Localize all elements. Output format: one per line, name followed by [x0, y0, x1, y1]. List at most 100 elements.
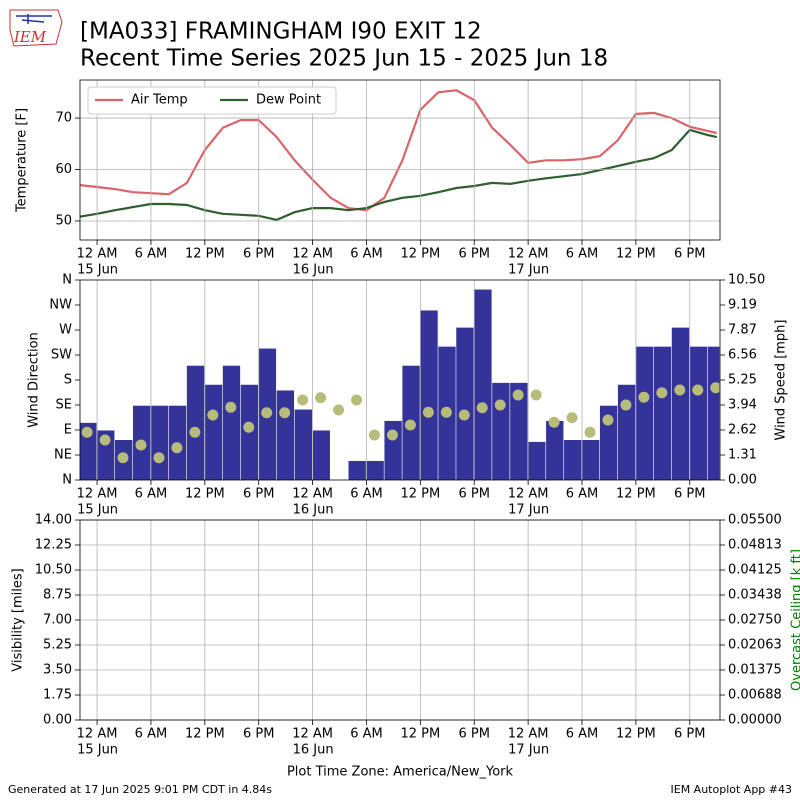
footer-generated: Generated at 17 Jun 2025 9:01 PM CDT in …	[8, 783, 272, 796]
y-tick-label: 10.50	[35, 563, 72, 578]
wind-direction-point	[81, 426, 93, 438]
wind-direction-point	[494, 399, 506, 411]
y2-tick-label: 5.25	[728, 373, 757, 388]
y-tick-label: 14.00	[35, 513, 72, 528]
wind-direction-point	[243, 421, 255, 433]
wind-speed-bar	[420, 310, 438, 480]
y-tick-label: 7.00	[43, 613, 72, 628]
wind-direction-point	[261, 407, 273, 419]
wind-speed-bar	[582, 440, 600, 480]
x-tick-label: 12 AM	[292, 487, 333, 502]
wind-speed-bar	[635, 346, 654, 480]
legend-label: Air Temp	[131, 93, 188, 108]
wind-speed-bar	[312, 430, 330, 480]
wind-speed-bar	[689, 346, 708, 480]
timezone-label: Plot Time Zone: America/New_York	[287, 765, 514, 780]
wind-speed-bar	[707, 346, 720, 480]
y-tick-label: 12.25	[35, 538, 72, 553]
x-tick-label: 12 AM	[77, 247, 118, 262]
y-tick-label: N	[62, 473, 72, 488]
x-tick-label: 12 AM	[292, 247, 333, 262]
wind-direction-point	[351, 394, 363, 406]
plot-area	[80, 289, 720, 480]
wind-speed-bar	[671, 327, 690, 480]
x-tick-label: 6 AM	[566, 247, 599, 262]
logo-text: IEM	[13, 28, 47, 46]
axes-frame	[79, 519, 721, 721]
wind-speed-bar	[80, 422, 97, 480]
y2-tick-label: 6.56	[728, 348, 757, 363]
x-tick-label: 12 AM	[292, 727, 333, 742]
x-tick-day-label: 15 Jun	[77, 263, 118, 278]
wind-direction-point	[602, 414, 614, 426]
y-tick-label: S	[64, 373, 72, 388]
x-tick-label: 6 PM	[674, 727, 705, 742]
wind-direction-point	[99, 434, 111, 446]
x-tick-day-label: 16 Jun	[293, 263, 334, 278]
wind-direction-point	[620, 399, 632, 411]
y-axis-label: Temperature [F]	[15, 108, 30, 213]
plot-area	[80, 89, 717, 222]
subtitle: Recent Time Series 2025 Jun 15 - 2025 Ju…	[80, 46, 608, 72]
wind-speed-bar	[492, 382, 510, 480]
x-tick-label: 6 PM	[243, 247, 274, 262]
wind-direction-point	[422, 406, 434, 418]
x-tick-label: 6 AM	[350, 247, 383, 262]
wind-speed-bar	[653, 346, 672, 480]
wind-direction-point	[656, 387, 668, 399]
y2-tick-label: 7.87	[728, 323, 757, 338]
footer-app: IEM Autoplot App #43	[671, 783, 793, 796]
wind-direction-point	[315, 392, 327, 404]
x-tick-label: 12 PM	[185, 487, 225, 502]
x-tick-label: 6 AM	[566, 487, 599, 502]
wind-direction-point	[189, 426, 201, 438]
y-tick-label: E	[64, 423, 72, 438]
wind-speed-bar	[474, 289, 492, 480]
x-tick-label: 12 AM	[508, 487, 549, 502]
x-tick-label: 12 PM	[616, 247, 656, 262]
x-tick-label: 12 AM	[508, 727, 549, 742]
y-tick-label: 8.75	[43, 588, 72, 603]
wind-direction-point	[297, 394, 309, 406]
wind-direction-point	[225, 401, 237, 413]
wind-direction-point	[279, 407, 291, 419]
y-tick-label: 70	[55, 111, 72, 126]
y-tick-label: N	[62, 273, 72, 288]
series-line	[80, 128, 717, 222]
x-tick-label: 6 PM	[674, 487, 705, 502]
wind-direction-point	[638, 391, 650, 403]
wind-direction-point	[386, 429, 398, 441]
y2-tick-label: 0.00000	[728, 713, 782, 728]
wind-speed-bar	[617, 384, 636, 480]
series-line	[80, 89, 717, 212]
wind-direction-point	[368, 429, 380, 441]
x-tick-label: 6 PM	[459, 487, 490, 502]
wind-direction-point	[584, 426, 596, 438]
x-tick-label: 12 PM	[616, 487, 656, 502]
wind-speed-bar	[150, 405, 169, 480]
x-tick-label: 6 AM	[135, 487, 168, 502]
x-tick-label: 6 AM	[566, 727, 599, 742]
wind-direction-point	[404, 419, 416, 431]
wind-direction-point	[566, 412, 578, 424]
wind-direction-point	[153, 452, 165, 464]
y2-axis-label: Overcast Ceiling [k ft]	[790, 549, 800, 691]
wind-speed-bar	[348, 460, 366, 480]
y-tick-label: 5.25	[43, 638, 72, 653]
wind-direction-point	[548, 416, 560, 428]
wind-speed-bar	[294, 409, 312, 480]
wind-direction-point	[171, 442, 183, 454]
x-tick-label: 12 AM	[77, 487, 118, 502]
x-tick-label: 12 PM	[185, 727, 225, 742]
legend-label: Dew Point	[256, 93, 321, 108]
y-tick-label: 50	[55, 213, 72, 228]
x-tick-day-label: 17 Jun	[508, 743, 549, 758]
wind-direction-point	[512, 389, 524, 401]
y-tick-label: 0.00	[43, 713, 72, 728]
y2-tick-label: 0.00688	[728, 688, 782, 703]
wind-direction-point	[207, 409, 219, 421]
x-tick-label: 6 AM	[135, 727, 168, 742]
y-tick-label: 1.75	[43, 688, 72, 703]
wind-direction-point	[135, 439, 147, 451]
